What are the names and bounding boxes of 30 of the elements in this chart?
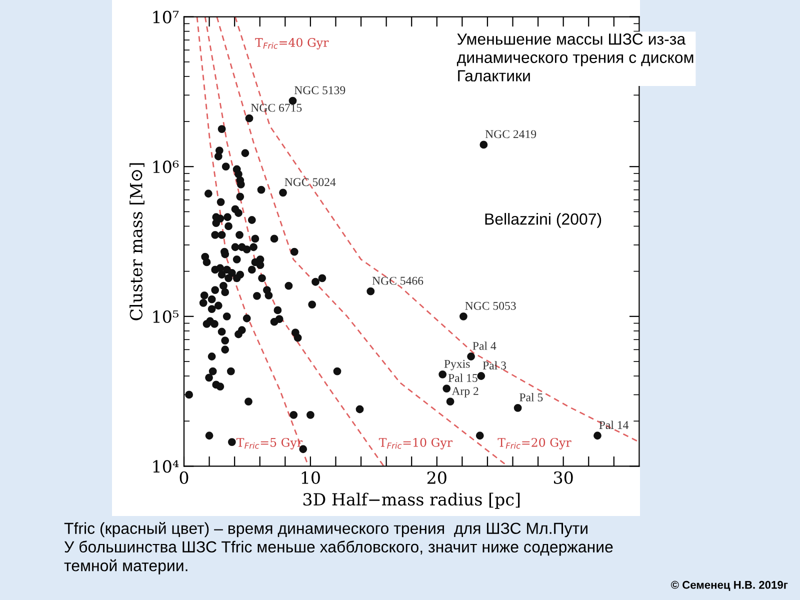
y-axis-title: Cluster mass [M⊙] <box>130 163 144 320</box>
annotation: NGC 5024 <box>284 178 336 186</box>
annotation: Pal 3 <box>482 361 506 370</box>
annotation: T$_{Fric}$=10 Gyr <box>378 438 453 450</box>
annotation: NGC 5053 <box>465 302 516 310</box>
annotation: Pal 14 <box>599 420 629 430</box>
annotation: Pal 15 <box>448 374 478 382</box>
text: Tfric (красный цвет) – время динамического трения для ШЗС Мл.Пути У большинства ШЗС Tfric меньше хаббловского, значит ниже содержание темной материи. <box>64 522 613 574</box>
annotation: Pal 5 <box>520 393 543 402</box>
annotation: NGC 2419 <box>485 130 536 138</box>
annotation: Pal 4 <box>472 342 496 350</box>
annotation: Pyxis <box>444 360 470 370</box>
x-axis-title: 3D Half−mass radius [pc] <box>303 492 520 509</box>
annotation: NGC 5139 <box>294 86 346 94</box>
annotation: NGC 6715 <box>250 104 302 112</box>
x-tick-label: 10 <box>302 471 320 484</box>
y-tick-label: 10⁷ <box>153 10 179 24</box>
y-tick-label: 10⁵ <box>153 310 178 323</box>
annotation: Уменьшение массы ШЗС из-за динамического трения с диском Галактики <box>456 33 694 82</box>
x-tick-label: 0 <box>180 471 188 484</box>
annotation: T$_{Fric}$=40 Gyr <box>255 38 329 50</box>
annotation: T$_{Fric}$=20 Gyr <box>498 438 572 450</box>
text: © Семенец Н.В. 2019г <box>670 580 788 591</box>
annotation: T$_{Fric}$=5 Gyr <box>236 438 303 450</box>
x-tick-label: 20 <box>427 471 446 484</box>
annotation: Arp 2 <box>452 387 478 398</box>
annotation: Bellazzini (2007) <box>485 213 602 228</box>
x-tick-label: 30 <box>554 471 573 484</box>
y-tick-label: 10⁴ <box>153 460 179 473</box>
y-tick-label: 10⁶ <box>153 160 179 174</box>
